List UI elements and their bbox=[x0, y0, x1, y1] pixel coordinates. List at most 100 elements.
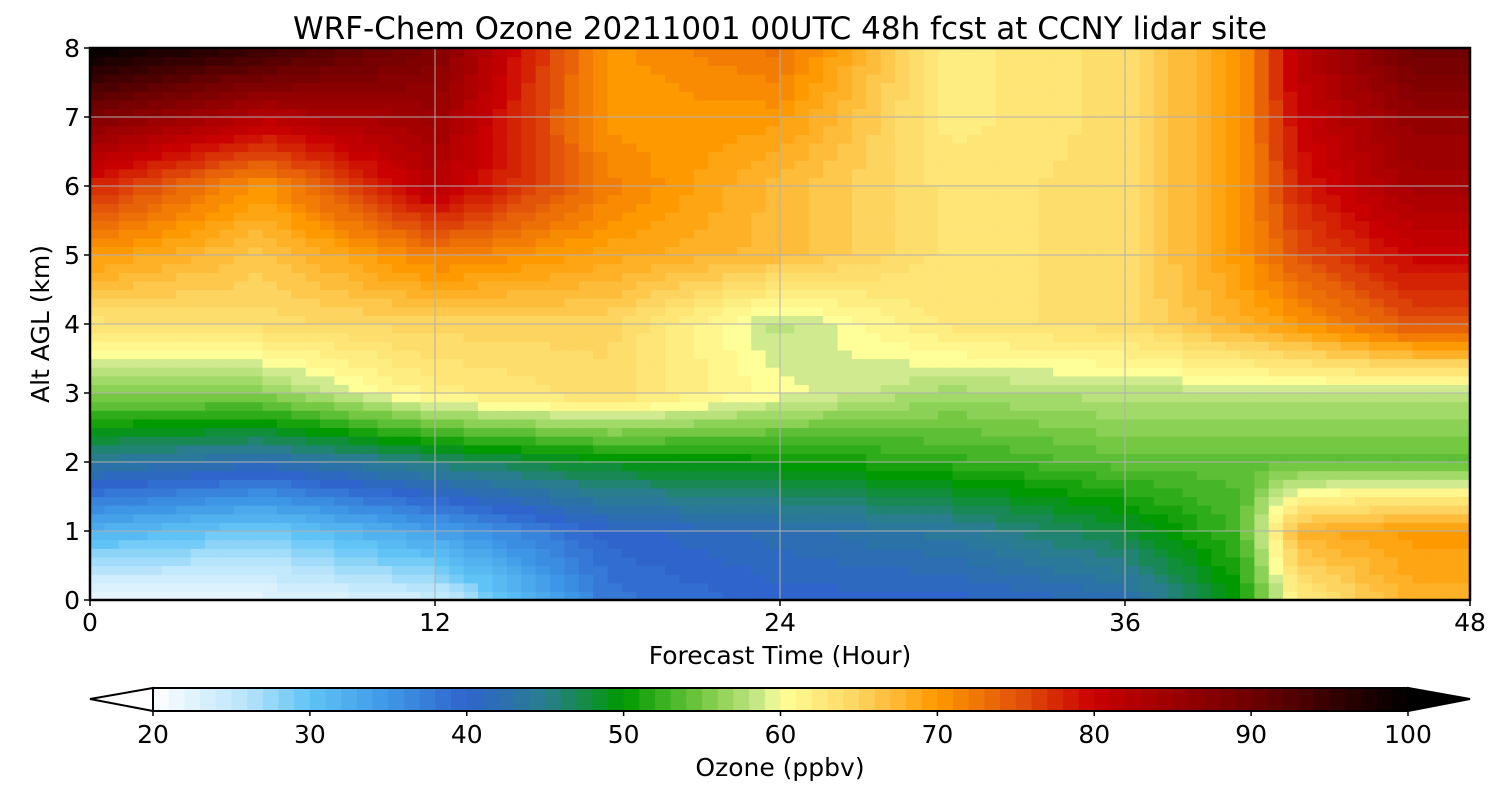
heatmap-cell bbox=[938, 393, 954, 403]
heatmap-cell bbox=[1326, 574, 1342, 584]
heatmap-cell bbox=[693, 203, 709, 213]
heatmap-cell bbox=[1426, 194, 1442, 204]
heatmap-cell bbox=[808, 453, 824, 463]
heatmap-cell bbox=[492, 220, 508, 230]
heatmap-cell bbox=[1326, 306, 1342, 316]
heatmap-cell bbox=[262, 436, 278, 446]
heatmap-cell bbox=[161, 487, 177, 498]
heatmap-cell bbox=[578, 246, 594, 256]
heatmap-cell bbox=[262, 505, 278, 515]
heatmap-cell bbox=[564, 496, 580, 506]
heatmap-cell bbox=[420, 556, 436, 567]
heatmap-cell bbox=[1196, 582, 1212, 592]
heatmap-cell bbox=[1283, 505, 1299, 515]
heatmap-cell bbox=[320, 229, 335, 239]
heatmap-cell bbox=[665, 151, 680, 161]
heatmap-cell bbox=[1110, 444, 1126, 454]
heatmap-cell bbox=[837, 436, 853, 446]
heatmap-cell bbox=[1297, 151, 1313, 161]
heatmap-cell bbox=[736, 436, 752, 446]
heatmap-cell bbox=[1211, 263, 1227, 273]
heatmap-cell bbox=[1110, 211, 1126, 222]
heatmap-cell bbox=[923, 168, 939, 178]
heatmap-cell bbox=[837, 255, 853, 265]
heatmap-cell bbox=[449, 367, 465, 377]
heatmap-cell bbox=[665, 298, 680, 308]
heatmap-cell bbox=[866, 436, 882, 446]
heatmap-cell bbox=[1024, 324, 1040, 334]
heatmap-cell bbox=[736, 393, 752, 403]
heatmap-cell bbox=[1455, 470, 1471, 480]
heatmap-cell bbox=[851, 548, 867, 558]
heatmap-cell bbox=[90, 289, 105, 299]
heatmap-cell bbox=[780, 375, 795, 385]
heatmap-cell bbox=[1326, 367, 1342, 377]
heatmap-cell bbox=[1225, 332, 1241, 342]
heatmap-cell bbox=[535, 367, 551, 377]
heatmap-cell bbox=[1412, 280, 1428, 291]
heatmap-cell bbox=[794, 574, 810, 584]
heatmap-cell bbox=[1153, 211, 1169, 222]
heatmap-cell bbox=[650, 582, 666, 592]
heatmap-cell bbox=[780, 548, 795, 558]
heatmap-cell bbox=[650, 289, 666, 299]
heatmap-cell bbox=[1311, 574, 1327, 584]
heatmap-cell bbox=[492, 237, 508, 247]
heatmap-cell bbox=[550, 453, 565, 463]
heatmap-cell bbox=[938, 168, 954, 178]
heatmap-cell bbox=[952, 255, 968, 265]
heatmap-cell bbox=[1081, 436, 1097, 446]
heatmap-cell bbox=[233, 289, 249, 299]
heatmap-cell bbox=[1326, 324, 1342, 334]
heatmap-cell bbox=[851, 556, 867, 567]
heatmap-cell bbox=[679, 315, 695, 325]
heatmap-cell bbox=[952, 367, 968, 377]
heatmap-cell bbox=[1010, 177, 1025, 187]
heatmap-cell bbox=[478, 513, 494, 523]
heatmap-cell bbox=[161, 427, 177, 437]
heatmap-cell bbox=[880, 220, 896, 230]
heatmap-cell bbox=[463, 306, 479, 316]
heatmap-cell bbox=[621, 160, 637, 170]
heatmap-cell bbox=[708, 556, 724, 567]
heatmap-cell bbox=[1254, 375, 1270, 385]
heatmap-cell bbox=[320, 531, 335, 541]
heatmap-cell bbox=[1441, 203, 1457, 213]
heatmap-cell bbox=[521, 375, 537, 385]
heatmap-cell bbox=[1326, 289, 1342, 299]
heatmap-cell bbox=[205, 582, 220, 592]
heatmap-cell bbox=[506, 367, 522, 377]
heatmap-cell bbox=[1455, 505, 1471, 515]
heatmap-cell bbox=[147, 479, 163, 489]
heatmap-cell bbox=[607, 470, 623, 480]
heatmap-cell bbox=[1283, 470, 1299, 480]
heatmap-cell bbox=[636, 341, 652, 351]
heatmap-cell bbox=[607, 298, 623, 308]
heatmap-cell bbox=[205, 496, 220, 506]
heatmap-cell bbox=[1024, 444, 1040, 454]
heatmap-cell bbox=[1326, 255, 1342, 265]
heatmap-cell bbox=[665, 341, 680, 351]
heatmap-cell bbox=[1268, 280, 1284, 291]
heatmap-cell bbox=[621, 574, 637, 584]
heatmap-cell bbox=[435, 582, 450, 592]
heatmap-cell bbox=[751, 505, 767, 515]
heatmap-cell bbox=[550, 246, 565, 256]
heatmap-cell bbox=[995, 324, 1011, 334]
heatmap-cell bbox=[1182, 453, 1198, 463]
heatmap-cell bbox=[1426, 505, 1442, 515]
heatmap-cell bbox=[593, 263, 609, 273]
heatmap-cell bbox=[463, 418, 479, 429]
heatmap-cell bbox=[736, 367, 752, 377]
heatmap-cell bbox=[794, 410, 810, 420]
heatmap-cell bbox=[895, 160, 910, 170]
heatmap-cell bbox=[1024, 591, 1040, 601]
heatmap-cell bbox=[665, 582, 680, 592]
heatmap-cell bbox=[1010, 229, 1025, 239]
heatmap-cell bbox=[1067, 401, 1083, 411]
heatmap-cell bbox=[1196, 315, 1212, 325]
heatmap-cell bbox=[621, 203, 637, 213]
heatmap-cell bbox=[780, 168, 795, 178]
heatmap-cell bbox=[1067, 367, 1083, 377]
heatmap-cell bbox=[736, 582, 752, 592]
